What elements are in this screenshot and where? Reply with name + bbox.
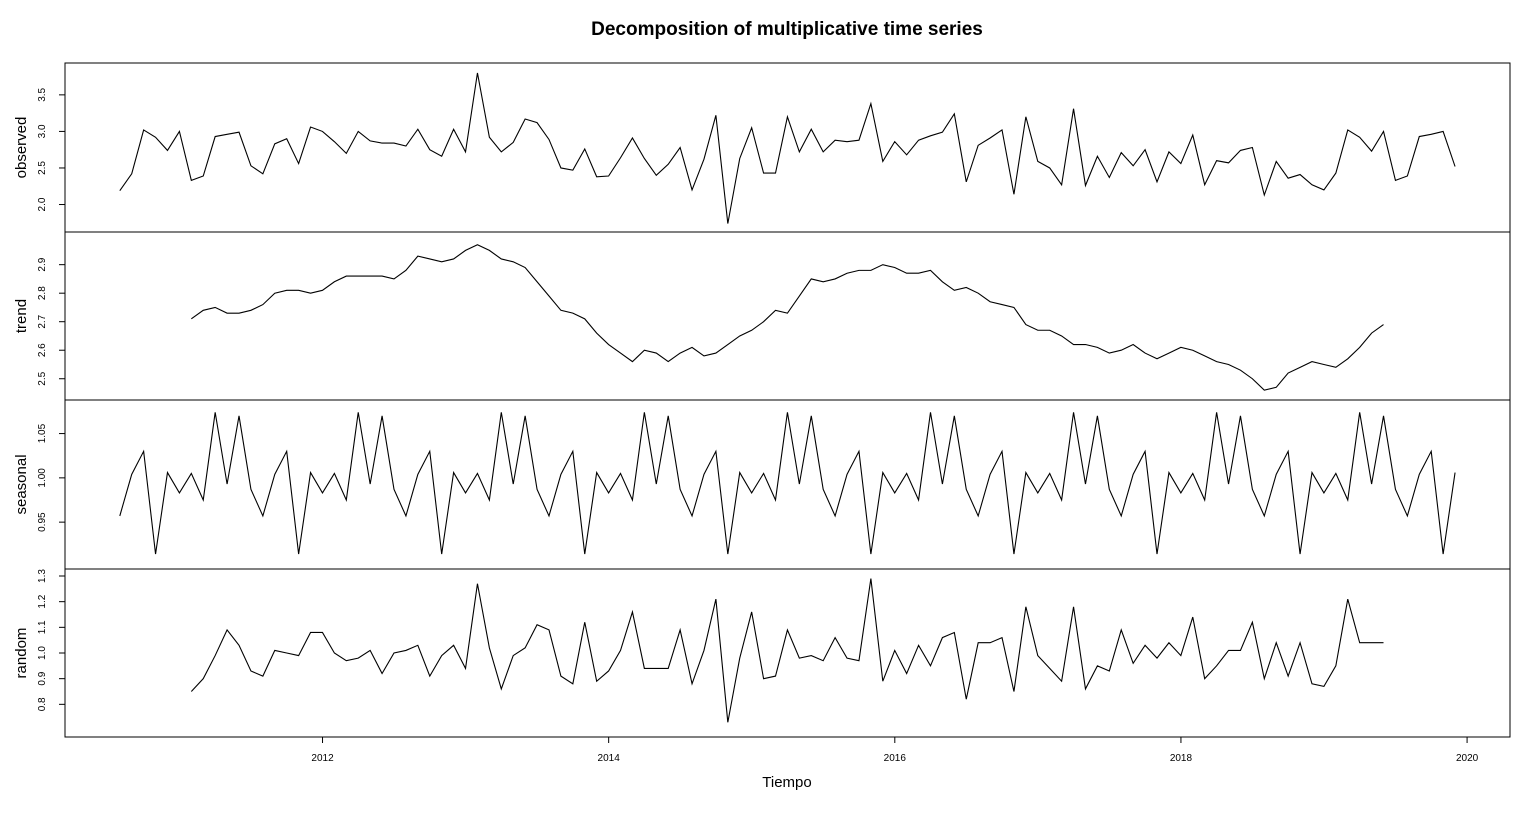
panel-label-observed: observed [13, 117, 30, 179]
series-line-seasonal [119, 412, 1456, 555]
x-axis: 2012 2014 2016 2018 2020 [311, 736, 1479, 764]
chart-title: Decomposition of multiplicative time ser… [591, 19, 983, 40]
y-tick-label-random: 1.2 [37, 594, 48, 608]
panel-label-random: random [13, 628, 30, 679]
series-line-random [190, 578, 1384, 723]
x-tick-label: 2018 [1170, 753, 1193, 764]
x-tick-label: 2014 [598, 753, 621, 764]
y-tick-label-random: 1.3 [37, 569, 48, 583]
panel-frame-observed [64, 62, 1511, 233]
y-tick-label-trend: 2.6 [37, 343, 48, 357]
y-tick-label-seasonal: 0.95 [37, 512, 48, 532]
panel-observed: 2.0 2.5 3.0 3.5 observed [13, 62, 1511, 233]
x-tick-label: 2020 [1456, 753, 1479, 764]
y-tick-label-random: 1.0 [37, 646, 48, 660]
panel-frame-trend [64, 231, 1511, 401]
panel-frame-seasonal [64, 399, 1511, 570]
y-tick-label-observed: 3.5 [37, 87, 48, 101]
y-tick-label-observed: 3.0 [37, 124, 48, 138]
panel-label-seasonal: seasonal [13, 454, 30, 514]
panel-random: 0.8 0.9 1.0 1.1 1.2 1.3 random [13, 568, 1511, 738]
y-tick-label-random: 0.9 [37, 671, 48, 685]
y-tick-label-seasonal: 1.05 [37, 423, 48, 443]
y-tick-label-seasonal: 1.00 [37, 468, 48, 488]
x-tick-label: 2012 [311, 753, 334, 764]
y-tick-label-random: 1.1 [37, 620, 48, 634]
y-tick-label-observed: 2.0 [37, 197, 48, 211]
y-tick-label-observed: 2.5 [37, 161, 48, 175]
x-tick-label: 2016 [884, 753, 907, 764]
panel-trend: 2.5 2.6 2.7 2.8 2.9 trend [13, 231, 1511, 401]
y-tick-label-trend: 2.5 [37, 371, 48, 385]
panels-layer: 2.0 2.5 3.0 3.5 observed 2.5 2.6 2.7 2.8 2.9 trend… [13, 62, 1511, 738]
series-line-observed [119, 72, 1456, 224]
panel-label-trend: trend [13, 299, 30, 333]
panel-frame-random [64, 568, 1511, 738]
series-line-trend [191, 244, 1384, 391]
panel-seasonal: 0.95 1.00 1.05 seasonal [13, 399, 1511, 570]
y-tick-label-trend: 2.8 [37, 286, 48, 300]
x-axis-label: Tiempo [762, 774, 811, 791]
y-tick-label-random: 0.8 [37, 697, 48, 711]
y-tick-label-trend: 2.7 [37, 314, 48, 328]
y-tick-label-trend: 2.9 [37, 257, 48, 271]
